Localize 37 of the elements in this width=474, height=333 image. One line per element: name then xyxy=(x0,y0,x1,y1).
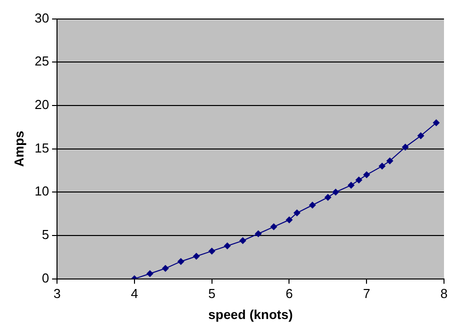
point xyxy=(177,258,184,265)
x-tick-label: 4 xyxy=(130,286,138,302)
x-tick-label: 8 xyxy=(440,286,448,302)
point xyxy=(363,171,370,178)
point xyxy=(162,264,169,272)
point xyxy=(432,119,440,126)
point xyxy=(286,216,293,224)
point xyxy=(239,237,246,244)
point xyxy=(224,242,231,250)
x-tick-label: 3 xyxy=(53,286,61,302)
point xyxy=(208,248,216,255)
y-tick-label: 15 xyxy=(34,140,50,156)
y-tick-label: 10 xyxy=(34,184,50,199)
point xyxy=(293,209,300,216)
x-axis-title: speed (knots) xyxy=(208,306,293,322)
point xyxy=(332,188,340,196)
y-tick-label: 30 xyxy=(34,10,50,26)
point xyxy=(146,270,154,278)
x-tick-label: 6 xyxy=(286,286,293,302)
y-tick-label: 25 xyxy=(34,54,50,69)
y-tick-label: 5 xyxy=(42,227,50,242)
point xyxy=(386,157,394,164)
point xyxy=(417,132,424,140)
point xyxy=(254,230,262,238)
point xyxy=(402,144,409,151)
point xyxy=(348,182,355,189)
point xyxy=(270,223,278,230)
point xyxy=(324,194,332,201)
point xyxy=(192,252,200,260)
point xyxy=(378,162,386,170)
y-tick-label: 20 xyxy=(34,97,50,112)
x-tick-label: 7 xyxy=(362,286,370,302)
x-tick-label: 5 xyxy=(208,286,216,302)
y-tick-label: 0 xyxy=(42,270,50,286)
point xyxy=(308,202,316,209)
y-axis-title: Amps xyxy=(11,130,26,167)
point xyxy=(355,176,362,184)
